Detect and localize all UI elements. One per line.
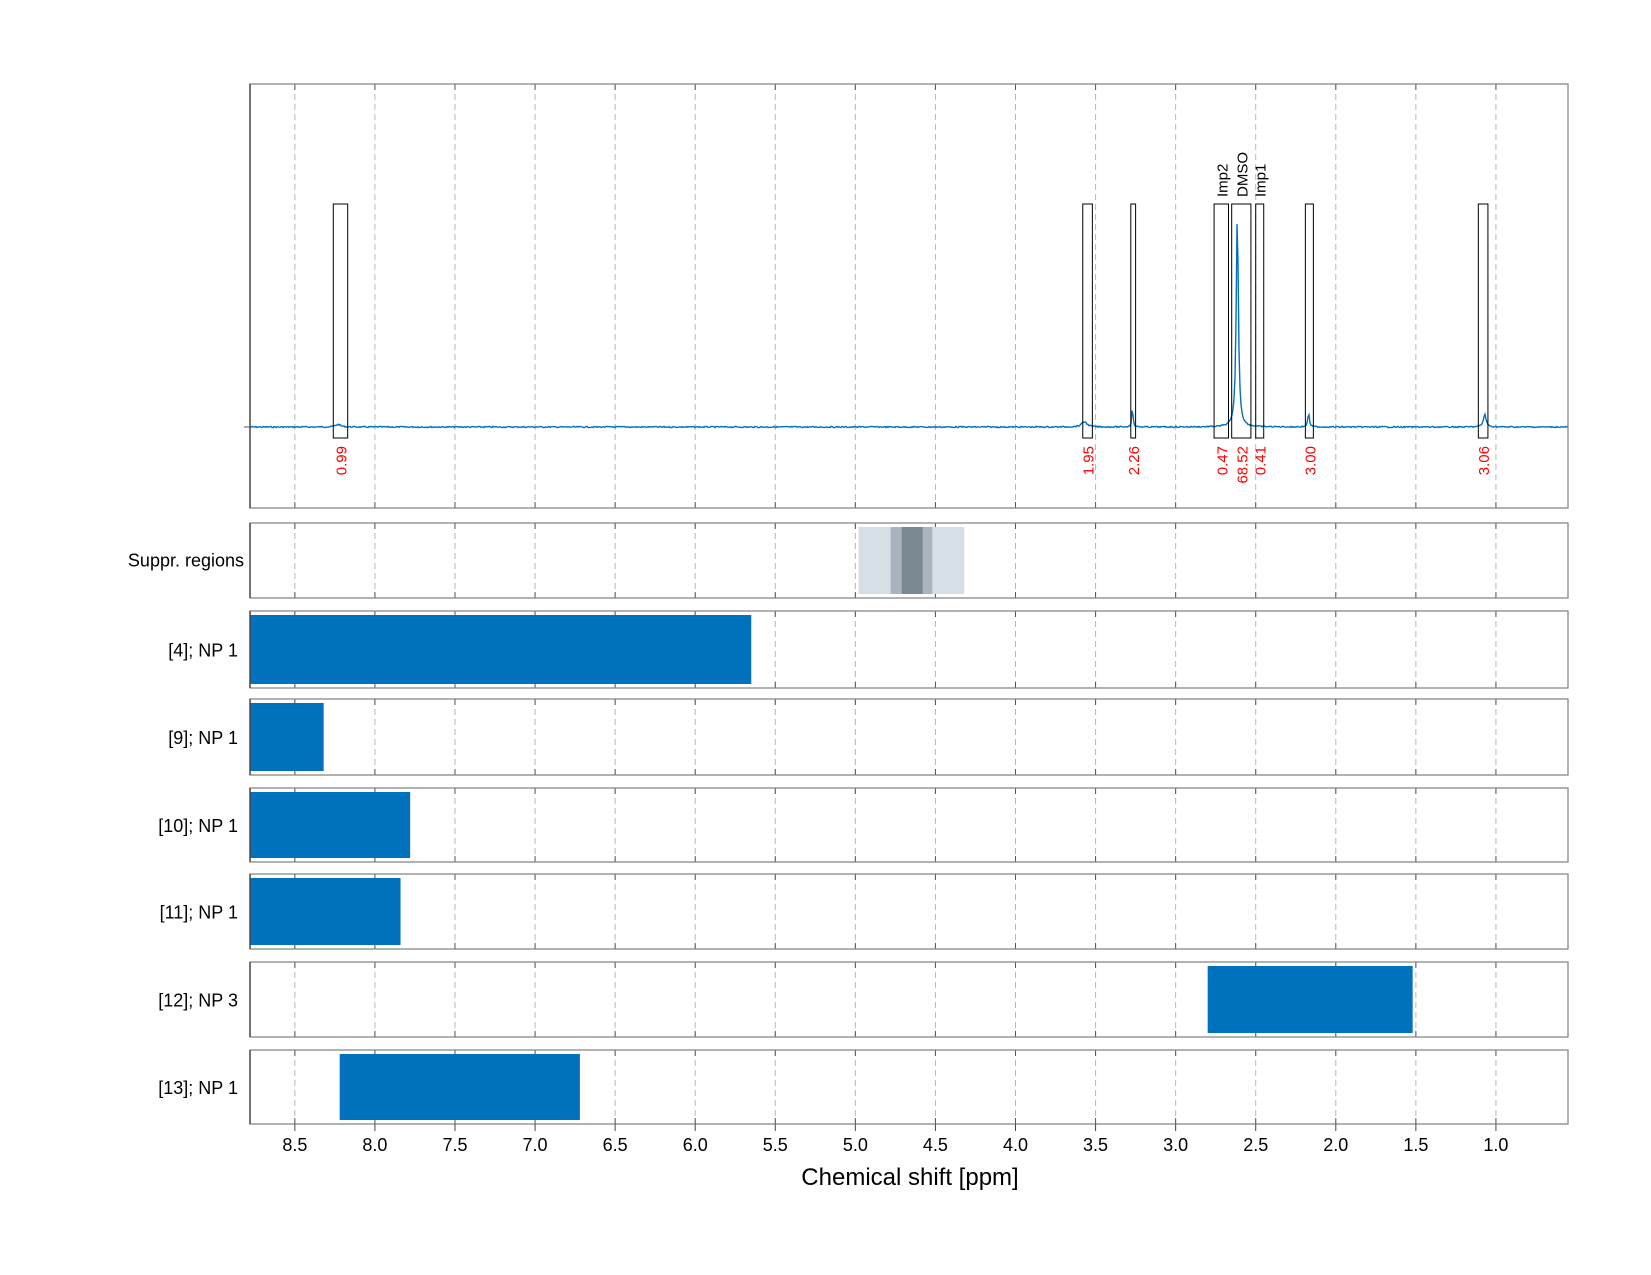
range-bar (250, 878, 401, 945)
x-tick-label: 6.0 (683, 1135, 708, 1155)
x-tick-label: 5.0 (843, 1135, 868, 1155)
range-bar (339, 1054, 580, 1120)
panel-frame (249, 787, 1569, 863)
integration-box (332, 203, 349, 439)
integration-box (1082, 203, 1093, 439)
x-tick-label: 8.5 (282, 1135, 307, 1155)
suppression-band (901, 527, 923, 594)
x-tick-label: 2.5 (1243, 1135, 1268, 1155)
panel-frame (249, 83, 1569, 509)
range-bar (250, 615, 752, 684)
integration-value: 1.95 (1081, 446, 1098, 475)
x-tick-label: 1.5 (1403, 1135, 1428, 1155)
range-bar (250, 792, 411, 858)
x-tick-label: 2.0 (1323, 1135, 1348, 1155)
panel-frame (249, 873, 1569, 950)
region-label: Imp1 (1253, 164, 1270, 197)
row-label: [12]; NP 3 (158, 991, 238, 1011)
integration-box (1304, 203, 1314, 439)
x-tick-label: 3.5 (1083, 1135, 1108, 1155)
integration-value: 0.99 (333, 446, 350, 475)
integration-box (1477, 203, 1489, 439)
integration-value: 3.06 (1476, 446, 1493, 475)
integration-value: 2.26 (1126, 446, 1143, 475)
row-label: [10]; NP 1 (158, 816, 238, 836)
panel-frame (249, 698, 1569, 776)
row-label: [13]; NP 1 (158, 1078, 238, 1098)
integration-value: 0.47 (1214, 446, 1231, 475)
row-label: [4]; NP 1 (168, 641, 238, 661)
region-label: Imp2 (1214, 164, 1231, 197)
x-tick-label: 4.0 (1003, 1135, 1028, 1155)
range-bar (250, 703, 324, 771)
integration-value: 0.41 (1253, 446, 1270, 475)
integration-box (1130, 203, 1137, 439)
x-tick-label: 4.5 (923, 1135, 948, 1155)
integration-box (1255, 203, 1265, 439)
x-tick-label: 7.5 (442, 1135, 467, 1155)
x-tick-label: 1.0 (1483, 1135, 1508, 1155)
region-label: DMSO (1234, 152, 1251, 197)
x-tick-label: 5.5 (763, 1135, 788, 1155)
integration-box (1213, 203, 1229, 439)
integration-value: 68.52 (1234, 446, 1251, 484)
integration-value: 3.00 (1302, 446, 1319, 475)
x-tick-label: 8.0 (362, 1135, 387, 1155)
suppression-label: Suppr. regions (128, 551, 244, 571)
row-label: [9]; NP 1 (168, 728, 238, 748)
x-tick-label: 6.5 (603, 1135, 628, 1155)
x-tick-label: 3.0 (1163, 1135, 1188, 1155)
integration-box (1231, 203, 1252, 439)
range-bar (1207, 966, 1413, 1033)
row-label: [11]; NP 1 (160, 903, 238, 923)
spectrum-line (249, 224, 1569, 429)
x-tick-label: 7.0 (523, 1135, 548, 1155)
x-axis-label: Chemical shift [ppm] (801, 1164, 1018, 1191)
